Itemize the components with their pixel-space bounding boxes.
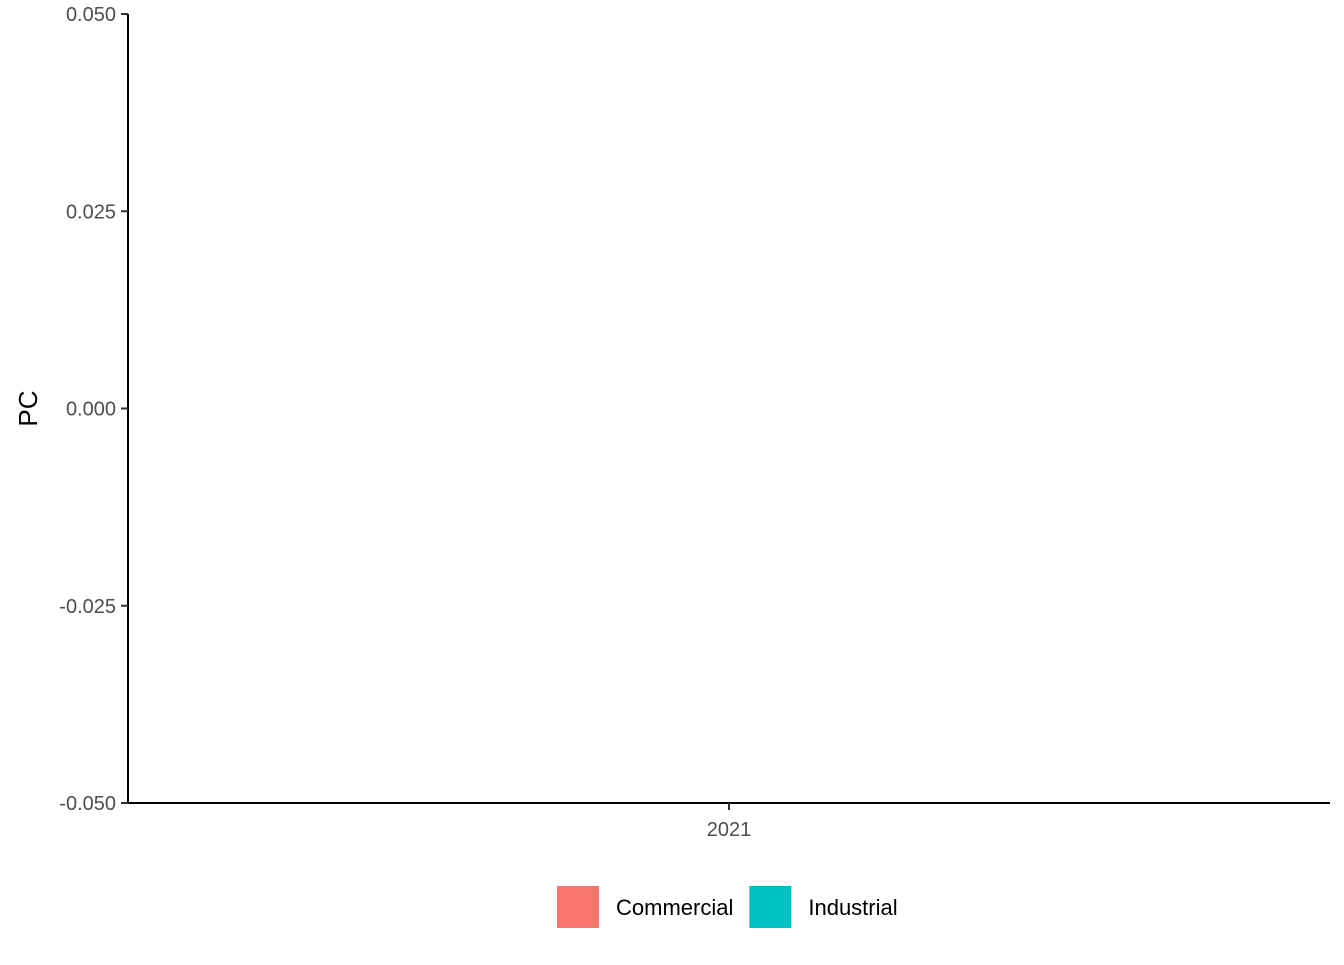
y-tick-label: -0.025 [59, 596, 116, 618]
y-tick-label: 0.025 [66, 201, 116, 223]
x-axis-ticks: 2021 [707, 803, 752, 841]
legend-key-commercial [557, 886, 599, 928]
legend-label: Industrial [808, 895, 897, 920]
y-tick-label: 0.000 [66, 399, 116, 421]
y-axis-ticks: 0.050 0.025 0.000 -0.025 -0.050 [59, 4, 128, 815]
y-tick-label: -0.050 [59, 793, 116, 815]
x-tick-label: 2021 [707, 819, 752, 841]
axes [127, 14, 1330, 804]
legend-key-industrial [749, 886, 792, 928]
legend: Commercial Industrial [557, 886, 898, 928]
y-tick-label: 0.050 [66, 4, 116, 26]
y-axis-title: PC [13, 390, 43, 426]
legend-label: Commercial [616, 895, 733, 920]
